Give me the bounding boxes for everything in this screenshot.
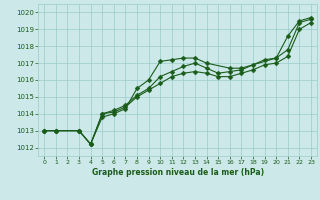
X-axis label: Graphe pression niveau de la mer (hPa): Graphe pression niveau de la mer (hPa) xyxy=(92,168,264,177)
